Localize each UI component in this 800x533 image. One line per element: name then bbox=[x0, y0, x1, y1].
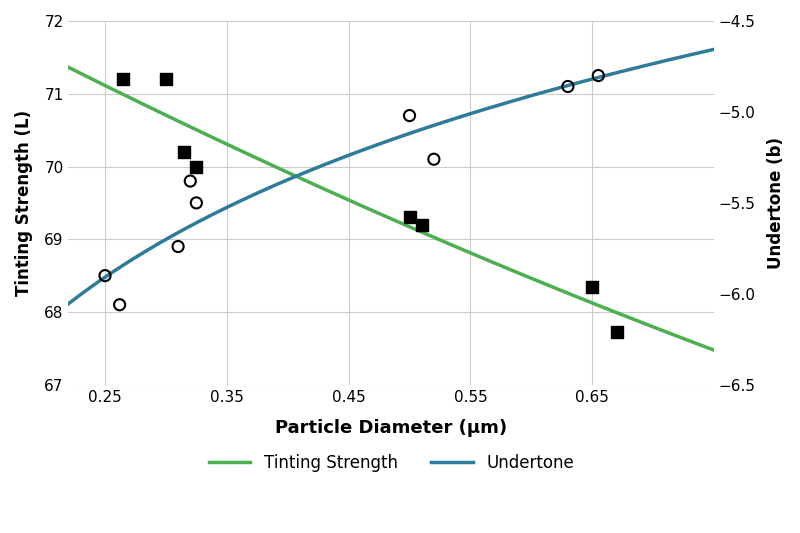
Point bbox=[592, 71, 605, 80]
Point bbox=[114, 301, 126, 309]
Point bbox=[562, 82, 574, 91]
Y-axis label: Tinting Strength (L): Tinting Strength (L) bbox=[15, 110, 33, 296]
Point bbox=[190, 162, 202, 171]
X-axis label: Particle Diameter (μm): Particle Diameter (μm) bbox=[275, 418, 507, 437]
Point bbox=[403, 213, 416, 222]
Point bbox=[427, 155, 440, 164]
Point bbox=[98, 271, 111, 280]
Point bbox=[178, 148, 190, 156]
Point bbox=[117, 75, 130, 84]
Point bbox=[610, 328, 623, 337]
Legend: Tinting Strength, Undertone: Tinting Strength, Undertone bbox=[202, 447, 581, 478]
Point bbox=[184, 177, 197, 185]
Point bbox=[190, 199, 202, 207]
Point bbox=[403, 111, 416, 120]
Point bbox=[415, 221, 428, 229]
Point bbox=[172, 243, 185, 251]
Y-axis label: Undertone (b): Undertone (b) bbox=[767, 137, 785, 269]
Point bbox=[159, 75, 172, 84]
Point bbox=[586, 282, 598, 291]
